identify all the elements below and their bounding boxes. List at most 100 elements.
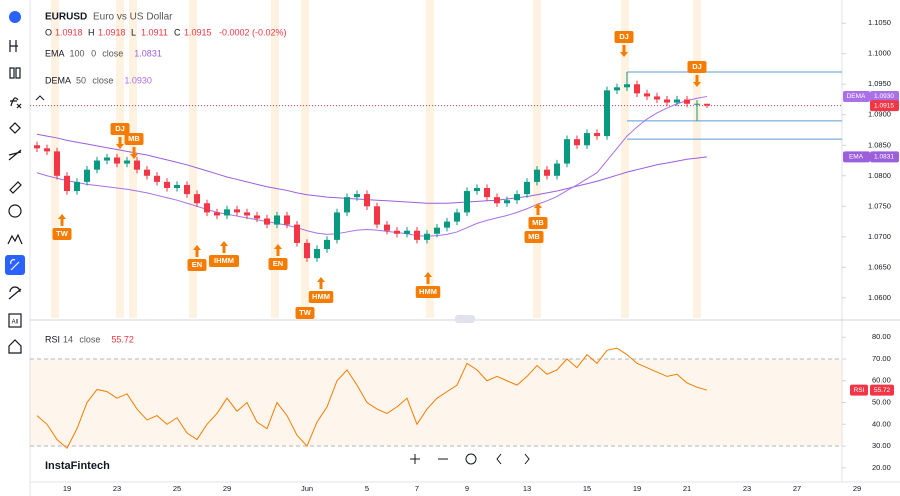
annotation-arrow <box>130 147 138 159</box>
zoom-in[interactable] <box>410 454 420 464</box>
tool-icon[interactable] <box>8 313 22 328</box>
y-tick-label: 1.0600 <box>868 293 891 302</box>
candle-body <box>104 157 110 161</box>
candle-body <box>634 84 640 94</box>
y-tick-label: 1.0950 <box>868 79 891 88</box>
candle-body <box>324 239 330 250</box>
description: Euro vs US Dollar <box>93 12 173 23</box>
collapse-legend[interactable] <box>35 95 45 101</box>
annotation-label: TW <box>56 229 69 238</box>
candle-body <box>444 221 450 228</box>
last-price-value-badge <box>870 100 899 112</box>
annotation-box <box>528 217 548 229</box>
annotation-arrow <box>424 272 432 284</box>
candle-body <box>534 169 540 182</box>
legend-param: 50 <box>76 75 86 85</box>
candle-body <box>474 187 480 192</box>
x-tick-label: 23 <box>113 484 121 493</box>
annotation-label: HMM <box>312 292 330 301</box>
legend-param: close <box>92 75 113 85</box>
scroll-left[interactable] <box>496 453 502 465</box>
tool-icon[interactable] <box>8 286 22 300</box>
series-value-badge <box>870 90 899 102</box>
annotation-box <box>614 31 634 43</box>
candle-body <box>194 194 200 204</box>
series-value: 1.0930 <box>874 93 894 100</box>
candle-body <box>624 84 630 88</box>
tool-icon[interactable] <box>9 40 18 52</box>
tool-icon[interactable] <box>9 67 15 79</box>
candle-body <box>424 233 430 240</box>
y-tick-label: 1.0750 <box>868 201 891 210</box>
candle-body <box>34 145 40 149</box>
y-tick-label: 1.1050 <box>868 18 891 27</box>
tool-icon[interactable] <box>8 339 22 354</box>
event-band <box>189 0 197 318</box>
y-tick-label: 1.1000 <box>868 49 891 58</box>
annotation-label: TW <box>299 308 312 317</box>
tool-icon[interactable] <box>8 204 22 218</box>
indicator-line <box>36 95 708 237</box>
annotation-arrow <box>693 75 701 87</box>
candle-body <box>344 197 350 213</box>
annotation-label: DJ <box>115 124 125 133</box>
tool-icon[interactable] <box>9 122 21 134</box>
tool-active[interactable] <box>5 255 25 275</box>
series-value: 1.0831 <box>874 154 894 161</box>
candle-body <box>154 175 160 182</box>
candle-body <box>314 249 320 259</box>
legend-param: 14 <box>63 334 73 344</box>
annotation-label: HMM <box>419 287 437 296</box>
tool-icon[interactable] <box>7 233 23 245</box>
annotation-label: MB <box>528 232 540 241</box>
zoom-toolbar <box>405 448 540 470</box>
tool-icon[interactable] <box>15 67 21 79</box>
event-band <box>426 0 434 318</box>
candle-body <box>694 103 700 105</box>
candle-body <box>294 224 300 243</box>
candle-body <box>654 96 660 100</box>
tool-icon[interactable] <box>9 181 22 194</box>
annotation-box <box>295 307 315 319</box>
logo[interactable] <box>9 11 21 23</box>
x-tick-label: 25 <box>173 484 181 493</box>
event-band <box>129 0 137 318</box>
annotation-arrow <box>534 203 542 215</box>
annotation-arrow <box>193 245 201 257</box>
event-band <box>693 0 701 318</box>
tool-icon[interactable] <box>8 149 22 161</box>
candle-body <box>384 224 390 231</box>
legend-value: 55.72 <box>111 334 134 344</box>
candle-body <box>64 175 70 192</box>
event-band <box>301 0 309 318</box>
tool-icon[interactable] <box>10 259 20 271</box>
series-value-badge <box>870 151 899 163</box>
legend-param: close <box>79 334 100 344</box>
scroll-right[interactable] <box>524 453 530 465</box>
legend-param: 0 <box>91 48 96 58</box>
candle-body <box>254 215 260 219</box>
symbol: EURUSD <box>45 12 87 23</box>
tool-icon[interactable] <box>10 97 22 109</box>
candle-body <box>364 194 370 207</box>
candle-body <box>164 181 170 188</box>
reset[interactable] <box>465 453 477 465</box>
candle-body <box>704 103 710 106</box>
candle-body <box>374 206 380 225</box>
rsi-value-badge <box>870 384 894 396</box>
candle-body <box>514 194 520 201</box>
legend-name: RSI <box>45 334 60 344</box>
annotation-label: MB <box>128 134 140 143</box>
legend-name: EMA <box>45 48 65 58</box>
candle-body <box>504 200 510 204</box>
candle-body <box>404 230 410 234</box>
y-tick-label: 70.00 <box>872 354 891 363</box>
pane-handle[interactable] <box>455 315 475 323</box>
candle-body <box>234 209 240 213</box>
candle-body <box>124 160 130 164</box>
candle-body <box>284 215 290 225</box>
annotation-box <box>308 291 334 303</box>
ohlc-value: 1.0911 <box>141 27 168 37</box>
